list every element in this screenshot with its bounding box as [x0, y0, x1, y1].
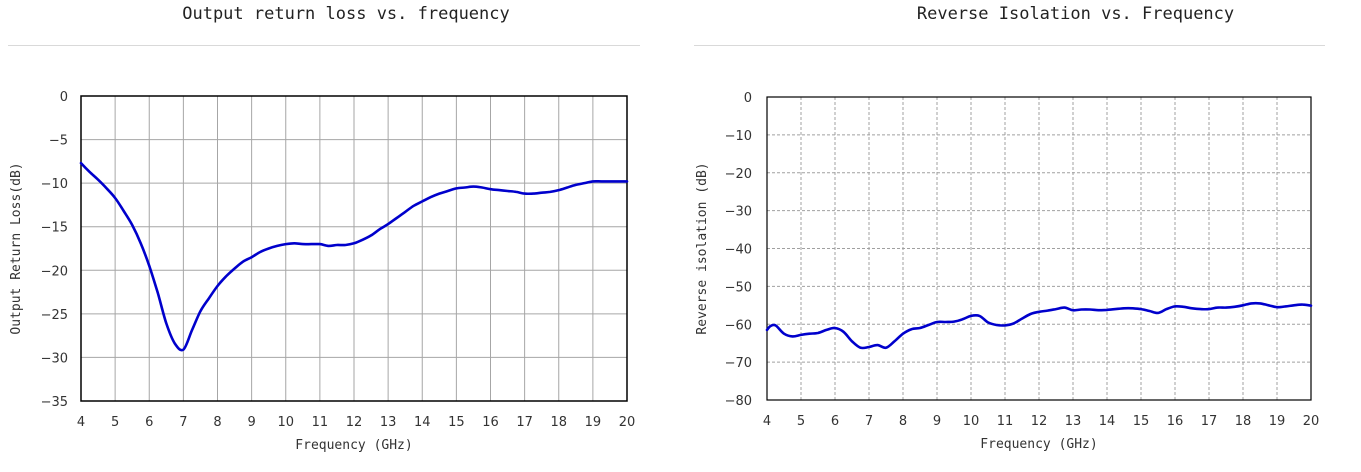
x-tick-label: 12 — [346, 415, 363, 430]
x-tick-label: 11 — [312, 415, 329, 430]
x-tick-label: 16 — [482, 415, 499, 430]
y-tick-label: −30 — [725, 205, 752, 220]
y-tick-label: −40 — [725, 243, 752, 258]
y-tick-label: −25 — [41, 308, 68, 323]
x-axis-label: Frequency (GHz) — [295, 438, 412, 453]
plot-frame — [766, 96, 1312, 401]
x-tick-label: 14 — [414, 415, 431, 430]
y-tick-label: −10 — [41, 177, 68, 192]
y-tick-label: −10 — [725, 129, 752, 144]
x-tick-label: 19 — [1269, 414, 1286, 429]
y-tick-label: −60 — [725, 318, 752, 333]
data-series-line — [765, 301, 1313, 350]
x-tick-label: 4 — [763, 414, 771, 429]
reverse-isolation-panel: Reverse Isolation vs. Frequency 4 5 6 7 8 9 10… — [690, 0, 1361, 472]
title-divider — [694, 45, 1325, 46]
chart-title: Output return loss vs. frequency — [182, 4, 510, 24]
y-tick-label: −80 — [725, 394, 752, 409]
x-tick-label: 17 — [1201, 414, 1218, 429]
reverse-isolation-chart: 4 5 6 7 8 9 10 11 12 13 14 15 16 17 18 19 20 0 −10 −20 −30 −4… — [695, 91, 1320, 452]
y-tick-label: 0 — [744, 91, 752, 106]
x-tick-label: 15 — [448, 415, 465, 430]
data-series-line — [79, 161, 629, 352]
x-axis-label: Frequency (GHz) — [980, 437, 1097, 452]
y-tick-label: −20 — [725, 167, 752, 182]
y-tick-label: −70 — [725, 356, 752, 371]
x-tick-label: 7 — [865, 414, 873, 429]
y-tick-label: −50 — [725, 280, 752, 295]
y-axis-label: Output Return Loss(dB) — [9, 162, 24, 334]
y-axis-label: Reverse isolation (dB) — [695, 162, 710, 334]
x-tick-label: 12 — [1031, 414, 1048, 429]
x-tick-label: 8 — [213, 415, 221, 430]
x-tick-label: 17 — [516, 415, 533, 430]
x-tick-label: 19 — [585, 415, 602, 430]
x-tick-label: 10 — [277, 415, 294, 430]
x-tick-label: 9 — [933, 414, 941, 429]
x-tick-label: 5 — [111, 415, 119, 430]
x-tick-label: 9 — [247, 415, 255, 430]
x-tick-label: 10 — [963, 414, 980, 429]
x-tick-label: 14 — [1099, 414, 1116, 429]
output-return-loss-panel: Output return loss vs. frequency 4 5 6 7 8 9 1… — [0, 0, 650, 472]
y-tick-label: −20 — [41, 264, 68, 279]
plot-frame — [80, 95, 628, 402]
x-tick-label: 20 — [1303, 414, 1320, 429]
y-tick-label: −30 — [41, 351, 68, 366]
x-tick-label: 5 — [797, 414, 805, 429]
x-tick-label: 18 — [550, 415, 567, 430]
title-divider — [8, 45, 640, 46]
x-tick-label: 18 — [1235, 414, 1252, 429]
y-tick-label: −35 — [41, 395, 68, 410]
x-tick-label: 6 — [145, 415, 153, 430]
x-tick-label: 13 — [1065, 414, 1082, 429]
x-tick-label: 4 — [77, 415, 85, 430]
output-return-loss-chart: 4 5 6 7 8 9 10 11 12 13 14 15 16 17 18 19 20 0 −5 −10 −15 −20… — [9, 90, 636, 453]
x-tick-label: 6 — [831, 414, 839, 429]
x-tick-label: 16 — [1167, 414, 1184, 429]
x-tick-label: 15 — [1133, 414, 1150, 429]
y-tick-label: −15 — [41, 221, 68, 236]
y-tick-label: −5 — [49, 134, 68, 149]
y-tick-label: 0 — [60, 90, 68, 105]
x-tick-label: 20 — [619, 415, 636, 430]
x-tick-label: 13 — [380, 415, 397, 430]
chart-title: Reverse Isolation vs. Frequency — [916, 4, 1235, 24]
x-tick-label: 11 — [997, 414, 1014, 429]
x-tick-label: 7 — [179, 415, 187, 430]
x-tick-label: 8 — [899, 414, 907, 429]
